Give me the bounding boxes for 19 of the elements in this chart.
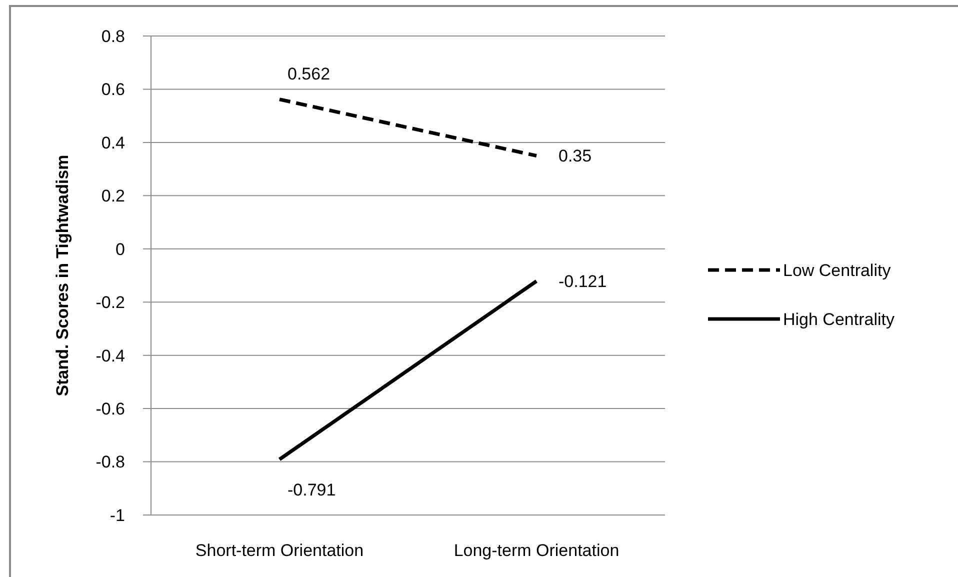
y-tick-label: -0.4 bbox=[96, 346, 125, 366]
y-tick-label: 0.2 bbox=[101, 186, 125, 206]
y-tick-label: -1 bbox=[110, 506, 125, 525]
y-tick-label: 0 bbox=[116, 240, 125, 259]
x-tick-label: Long-term Orientation bbox=[454, 540, 620, 560]
y-tick-label: -0.2 bbox=[96, 293, 125, 312]
data-label: 0.562 bbox=[288, 64, 330, 84]
data-label: -0.121 bbox=[558, 272, 607, 292]
y-axis-title: Stand. Scores in Tightwadism bbox=[52, 154, 72, 396]
legend-label: High Centrality bbox=[783, 310, 895, 329]
y-tick-label: 0.6 bbox=[101, 80, 125, 100]
x-tick-label: Short-term Orientation bbox=[195, 540, 364, 560]
y-tick-label: -0.6 bbox=[96, 400, 125, 419]
legend-label: Low Centrality bbox=[783, 260, 892, 280]
y-tick-label: 0.4 bbox=[101, 133, 125, 152]
y-tick-label: -0.8 bbox=[96, 452, 125, 472]
data-label: -0.791 bbox=[288, 480, 336, 500]
y-tick-label: 0.8 bbox=[101, 26, 125, 46]
data-label: 0.35 bbox=[558, 146, 592, 166]
